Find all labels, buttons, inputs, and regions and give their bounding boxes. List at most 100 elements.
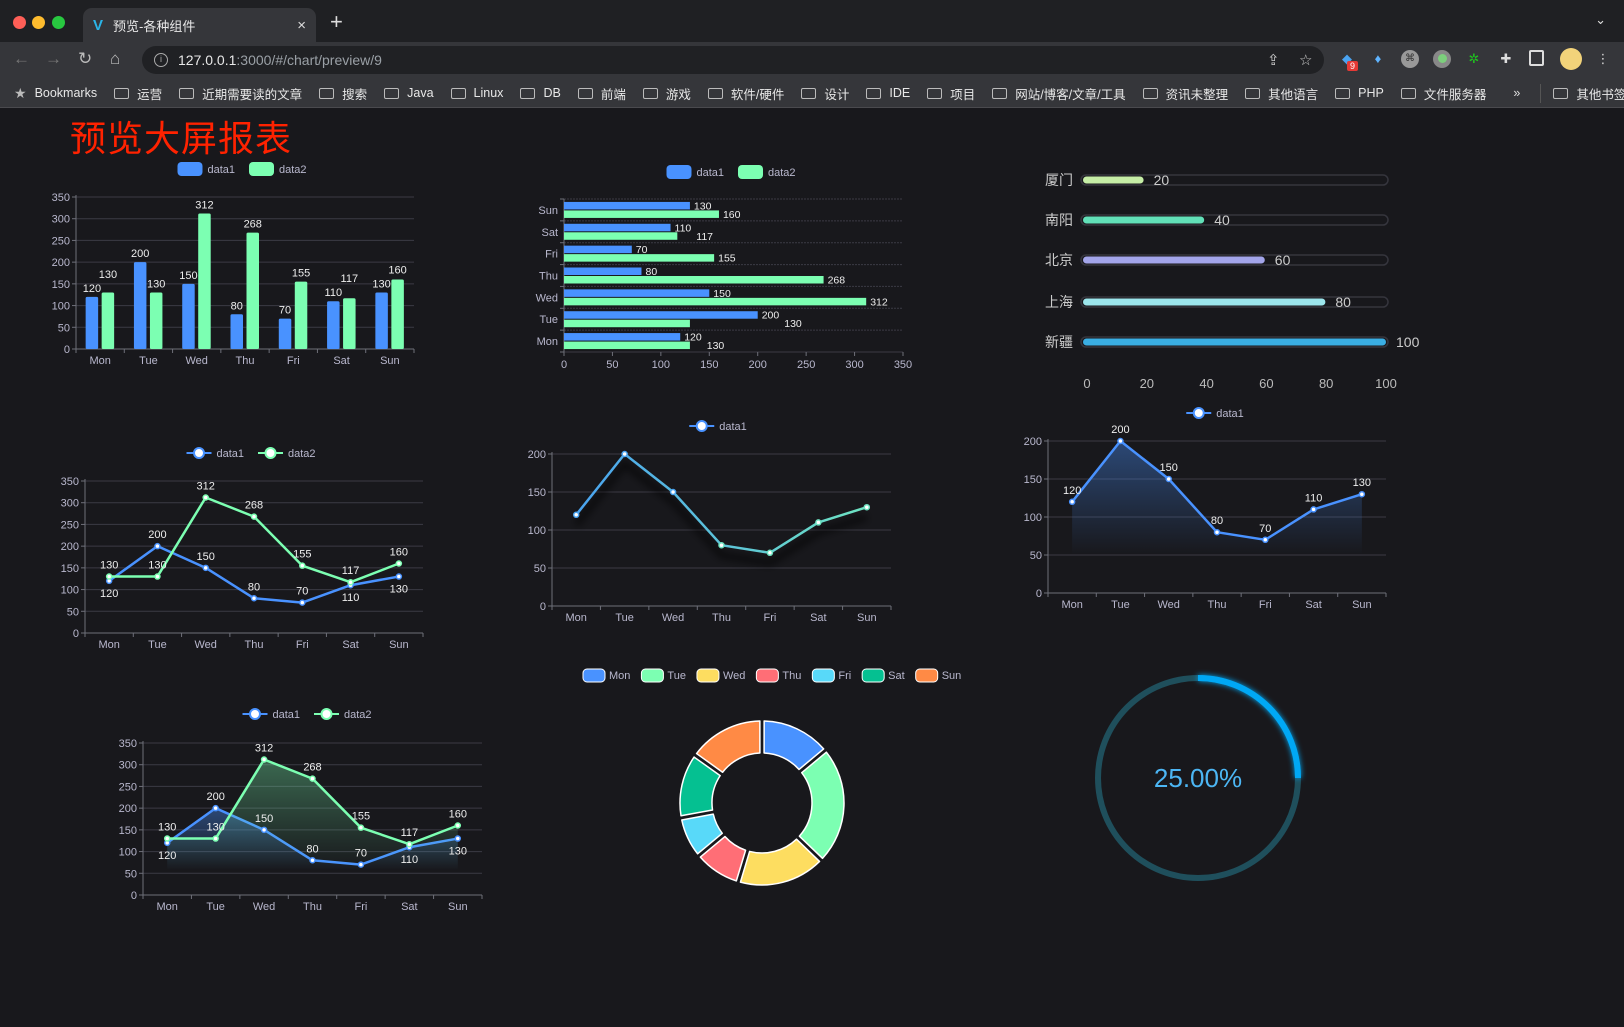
- legend-item-Thu[interactable]: Thu: [755, 668, 801, 683]
- y-tick-label: 350: [52, 192, 70, 204]
- new-tab-button[interactable]: +: [330, 9, 343, 34]
- y-tick-label: 350: [61, 476, 79, 488]
- x-tick-label: Wed: [1158, 599, 1180, 611]
- gear-extension-icon[interactable]: ✲: [1468, 51, 1480, 66]
- y-tick-label: 100: [52, 301, 70, 313]
- data-point: [250, 513, 258, 520]
- x-tick-label: Thu: [303, 901, 322, 913]
- home-icon[interactable]: ⌂: [110, 49, 121, 68]
- bar-data2: [564, 276, 824, 284]
- bookmark-folder[interactable]: 网站/博客/文章/工具: [992, 84, 1126, 103]
- bookmark-folder[interactable]: 游戏: [642, 84, 691, 103]
- x-tick-label: Tue: [1111, 599, 1130, 611]
- legend-label: data1: [697, 167, 725, 179]
- bookmark-label: 搜索: [342, 87, 368, 102]
- bookmark-folder[interactable]: PHP: [1335, 84, 1384, 103]
- bookmarks-button[interactable]: ★ Bookmarks: [14, 85, 97, 102]
- legend-item-data2[interactable]: data2: [258, 447, 316, 460]
- legend-item-data2[interactable]: data2: [738, 165, 796, 179]
- bookmark-folder[interactable]: 前端: [577, 84, 626, 103]
- bookmark-folder[interactable]: Java: [384, 84, 434, 103]
- puzzle-extensions-icon[interactable]: ✚: [1500, 51, 1512, 66]
- legend-item-data1[interactable]: data1: [186, 447, 245, 460]
- legend-item-Sat[interactable]: Sat: [861, 668, 905, 683]
- legend-item-data2[interactable]: data2: [249, 162, 307, 176]
- data-point: [154, 573, 161, 580]
- legend-item-Wed[interactable]: Wed: [696, 668, 745, 683]
- data-point: [454, 822, 462, 829]
- bookmark-label: 文件服务器: [1423, 87, 1487, 102]
- legend-item-Mon[interactable]: Mon: [582, 668, 630, 683]
- legend-item-data1[interactable]: data1: [689, 420, 747, 433]
- forward-arrow-icon[interactable]: →: [45, 49, 62, 68]
- data-point: [260, 826, 268, 834]
- area-data2: [167, 759, 458, 870]
- data-point: [309, 857, 316, 864]
- avatar[interactable]: [1560, 48, 1582, 70]
- diamond-extension-icon[interactable]: ♦: [1374, 51, 1382, 66]
- folder-icon: [577, 87, 593, 99]
- data-value-label: 117: [401, 827, 419, 839]
- minimize-window-button[interactable]: [32, 16, 45, 29]
- menu-kebab-icon[interactable]: ⋮: [1596, 51, 1610, 66]
- green-dot-extension-icon[interactable]: [1433, 50, 1451, 68]
- progress-category-label: 南阳: [1045, 212, 1073, 228]
- folder-icon: [384, 87, 400, 99]
- data-value-label: 130: [158, 822, 176, 834]
- bar-value-label: 130: [372, 279, 390, 291]
- bookmark-folder[interactable]: DB: [520, 84, 561, 103]
- gauge-value-label: 25.00%: [1154, 763, 1242, 793]
- bookmark-folder[interactable]: Linux: [450, 84, 503, 103]
- bookmark-folder[interactable]: 搜索: [319, 84, 367, 103]
- bookmark-label: 网站/博客/文章/工具: [1015, 87, 1126, 102]
- bookmark-folder[interactable]: 文件服务器: [1400, 84, 1487, 103]
- legend-item-data1[interactable]: data1: [242, 708, 301, 721]
- legend-item-data2[interactable]: data2: [314, 708, 372, 721]
- bookmarks-label: Bookmarks: [34, 86, 98, 100]
- bookmark-folder[interactable]: 其他语言: [1245, 84, 1318, 103]
- tab-search-chevron-icon[interactable]: ⌄: [1595, 12, 1606, 27]
- progress-category-label: 厦门: [1045, 172, 1073, 188]
- legend-item-data1[interactable]: data1: [1186, 407, 1244, 420]
- site-info-icon[interactable]: i: [154, 53, 168, 67]
- data-point: [202, 494, 209, 501]
- legend-item-Sun[interactable]: Sun: [915, 668, 962, 683]
- close-window-button[interactable]: [13, 16, 26, 29]
- bar-value-label: 80: [645, 266, 657, 278]
- extension-icon[interactable]: ◆: [1342, 51, 1352, 66]
- bookmark-folder[interactable]: 项目: [927, 84, 975, 103]
- side-panel-icon[interactable]: [1529, 50, 1544, 66]
- bookmark-folder[interactable]: 软件/硬件: [707, 84, 784, 103]
- bar-value-label: 312: [195, 200, 213, 212]
- y-tick-label: 350: [119, 738, 137, 750]
- tab-close-icon[interactable]: ×: [297, 16, 306, 34]
- bookmark-folder[interactable]: 运营: [114, 84, 162, 103]
- bookmark-star-icon[interactable]: ☆: [1299, 52, 1313, 69]
- progress-track: [1080, 174, 1389, 186]
- back-arrow-icon[interactable]: ←: [13, 49, 30, 68]
- x-tick-label: Wed: [195, 639, 217, 651]
- bookmark-folder[interactable]: 近期需要读的文章: [179, 84, 302, 103]
- address-bar[interactable]: i 127.0.0.1:3000/#/chart/preview/9 ⇪ ☆: [142, 46, 1324, 74]
- legend-item-Tue[interactable]: Tue: [640, 668, 686, 683]
- reload-icon[interactable]: ↻: [78, 49, 93, 68]
- maximize-window-button[interactable]: [52, 16, 65, 29]
- bookmark-folder[interactable]: 设计: [801, 84, 849, 103]
- data-point: [863, 503, 871, 511]
- data-point: [347, 578, 354, 586]
- x-tick-label: Fri: [287, 355, 300, 367]
- bookmark-label: 项目: [950, 87, 976, 102]
- command-extension-icon[interactable]: ⌘: [1401, 50, 1419, 68]
- share-icon[interactable]: ⇪: [1267, 52, 1280, 69]
- legend-item-Fri[interactable]: Fri: [811, 668, 851, 683]
- legend-item-data1[interactable]: data1: [666, 165, 725, 179]
- legend-item-data1[interactable]: data1: [177, 162, 236, 176]
- bookmark-folder[interactable]: IDE: [866, 84, 910, 103]
- bookmark-folder[interactable]: 资讯未整理: [1142, 84, 1228, 103]
- browser-tab[interactable]: V 预览-各种组件 ×: [83, 8, 316, 42]
- y-tick-label: 0: [64, 344, 70, 356]
- y-tick-label: 50: [67, 606, 79, 618]
- more-bookmarks-button[interactable]: »: [1513, 86, 1521, 100]
- other-bookmarks-folder[interactable]: 其他书签: [1540, 83, 1624, 103]
- gauge-progress: [1197, 675, 1301, 779]
